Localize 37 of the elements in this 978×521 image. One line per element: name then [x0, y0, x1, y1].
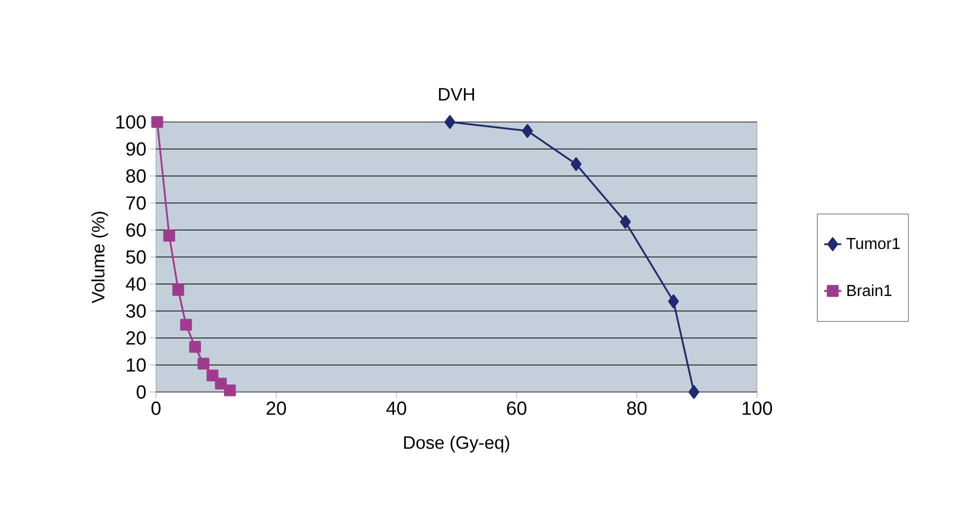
x-axis-title: Dose (Gy-eq) [404, 436, 510, 452]
x-tick-label: 100 [742, 402, 772, 415]
y-tick-label: 70 [126, 196, 146, 210]
legend-label: Tumor1 [846, 238, 900, 250]
chart-title: DVH [439, 88, 474, 100]
x-tick-label: 20 [266, 402, 286, 415]
point [151, 116, 164, 128]
point [224, 384, 236, 396]
point [444, 115, 456, 129]
point [189, 341, 201, 353]
point [172, 284, 184, 296]
point [206, 370, 218, 382]
y-tick-label: 40 [126, 277, 146, 291]
point [620, 215, 631, 229]
point [198, 358, 210, 370]
point [522, 124, 533, 138]
y-tick-label: 50 [126, 250, 146, 264]
point [668, 294, 679, 308]
x-tick-label: 60 [507, 402, 526, 415]
point [163, 230, 176, 242]
y-axis-title: Volume (%) [91, 212, 108, 304]
point [215, 378, 227, 390]
y-tick-label: 60 [126, 223, 146, 237]
x-tick-label: 80 [627, 402, 647, 415]
point [180, 318, 192, 331]
y-tick-label: 80 [126, 169, 146, 183]
y-tick-label: 30 [126, 304, 146, 318]
point [688, 385, 700, 399]
y-tick-label: 20 [126, 331, 146, 345]
y-tick-label: 10 [126, 358, 146, 372]
point [570, 157, 582, 172]
x-tick-label: 0 [151, 402, 161, 415]
y-tick-label: 90 [126, 142, 146, 156]
legend-label: Brain1 [847, 284, 892, 296]
x-tick-label: 40 [386, 402, 406, 415]
y-tick-label: 0 [136, 385, 146, 399]
y-tick-label: 100 [116, 115, 146, 129]
